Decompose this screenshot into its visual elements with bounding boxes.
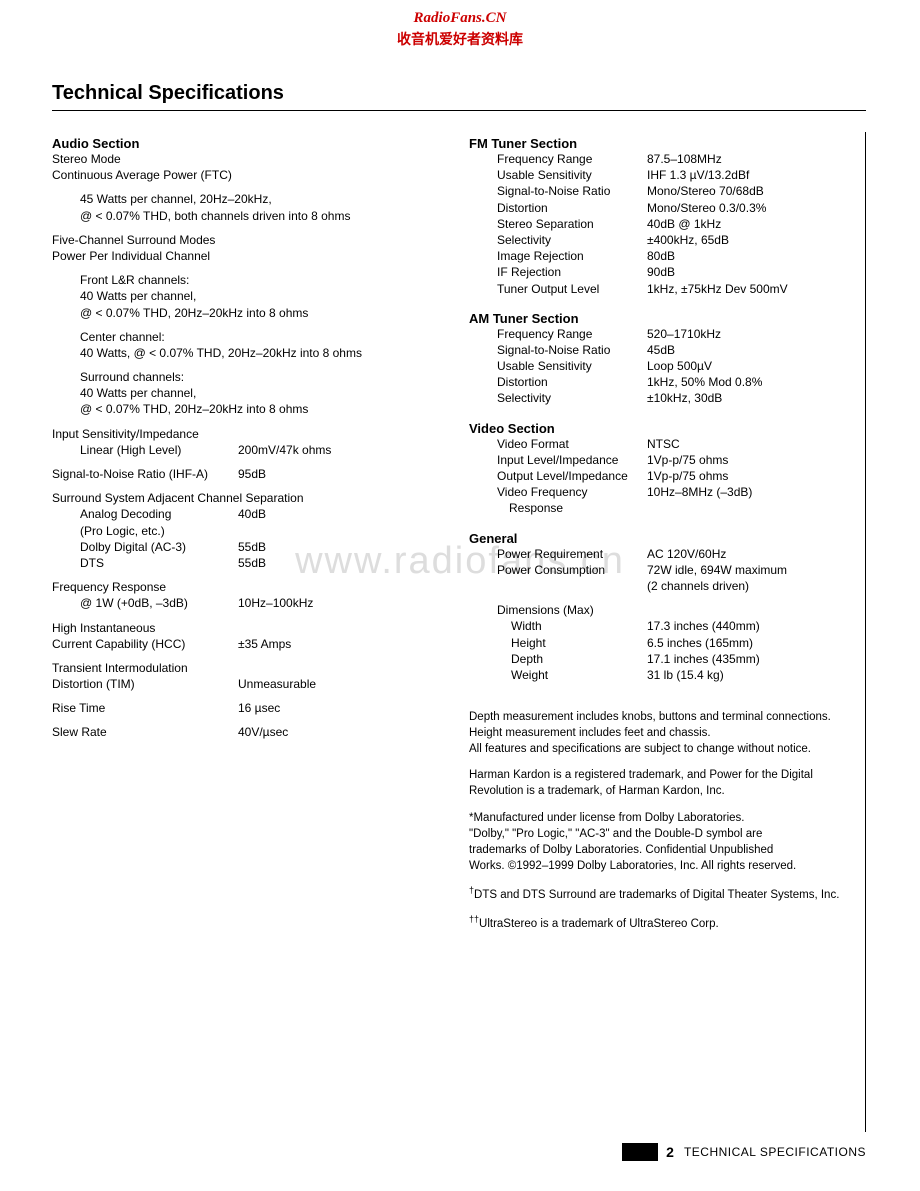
page-number: 2: [666, 1144, 674, 1160]
audio-fivech: Five-Channel Surround Modes: [52, 232, 439, 248]
general-rows: Power RequirementAC 120V/60Hz Power Cons…: [469, 546, 853, 684]
watermark-line1: RadioFans.CN: [0, 10, 920, 27]
video-rows: Video FormatNTSC Input Level/Impedance1V…: [469, 436, 853, 517]
audio-center: Center channel: 40 Watts, @ < 0.07% THD,…: [52, 329, 439, 361]
audio-cap: Continuous Average Power (FTC): [52, 167, 439, 183]
audio-hicc-l1: High Instantaneous: [52, 620, 439, 636]
audio-tim-row: Distortion (TIM) Unmeasurable: [52, 676, 439, 692]
audio-isi: Input Sensitivity/Impedance: [52, 426, 439, 442]
watermark-line2: 收音机爱好者资料库: [0, 29, 920, 49]
audio-isi-row: Linear (High Level) 200mV/47k ohms: [52, 442, 439, 458]
content: Audio Section Stereo Mode Continuous Ave…: [52, 132, 866, 1132]
audio-ssacs: Surround System Adjacent Channel Separat…: [52, 490, 439, 506]
fm-rows: Frequency Range87.5–108MHz Usable Sensit…: [469, 151, 853, 297]
footer-bar-icon: [622, 1143, 658, 1161]
footer-title: TECHNICAL SPECIFICATIONS: [684, 1145, 866, 1159]
notes: Depth measurement includes knobs, button…: [469, 709, 853, 932]
audio-ssacs-rows: Analog Decoding40dB (Pro Logic, etc.) Do…: [52, 506, 439, 571]
am-rows: Frequency Range520–1710kHz Signal-to-Noi…: [469, 326, 853, 407]
audio-stereo-spec: 45 Watts per channel, 20Hz–20kHz, @ < 0.…: [52, 191, 439, 223]
audio-snr-row: Signal-to-Noise Ratio (IHF-A) 95dB: [52, 466, 439, 482]
page-title: Technical Specifications: [52, 82, 284, 105]
column-left: Audio Section Stereo Mode Continuous Ave…: [52, 132, 459, 1132]
audio-heading: Audio Section: [52, 136, 439, 151]
audio-stereo-mode: Stereo Mode: [52, 151, 439, 167]
am-heading: AM Tuner Section: [469, 311, 853, 326]
audio-slew-row: Slew Rate 40V/µsec: [52, 724, 439, 740]
audio-ppic: Power Per Individual Channel: [52, 248, 439, 264]
audio-fr-row: @ 1W (+0dB, –3dB) 10Hz–100kHz: [52, 595, 439, 611]
title-rule: [52, 110, 866, 111]
video-heading: Video Section: [469, 421, 853, 436]
general-heading: General: [469, 531, 853, 546]
watermark-header: RadioFans.CN 收音机爱好者资料库: [0, 10, 920, 49]
audio-tim-l1: Transient Intermodulation: [52, 660, 439, 676]
audio-hicc-row: Current Capability (HCC) ±35 Amps: [52, 636, 439, 652]
fm-heading: FM Tuner Section: [469, 136, 853, 151]
audio-surround: Surround channels: 40 Watts per channel,…: [52, 369, 439, 418]
audio-rise-row: Rise Time 16 µsec: [52, 700, 439, 716]
audio-front: Front L&R channels: 40 Watts per channel…: [52, 272, 439, 321]
column-right: FM Tuner Section Frequency Range87.5–108…: [459, 132, 866, 1132]
audio-fr: Frequency Response: [52, 579, 439, 595]
page-footer: 2 TECHNICAL SPECIFICATIONS: [622, 1143, 866, 1161]
